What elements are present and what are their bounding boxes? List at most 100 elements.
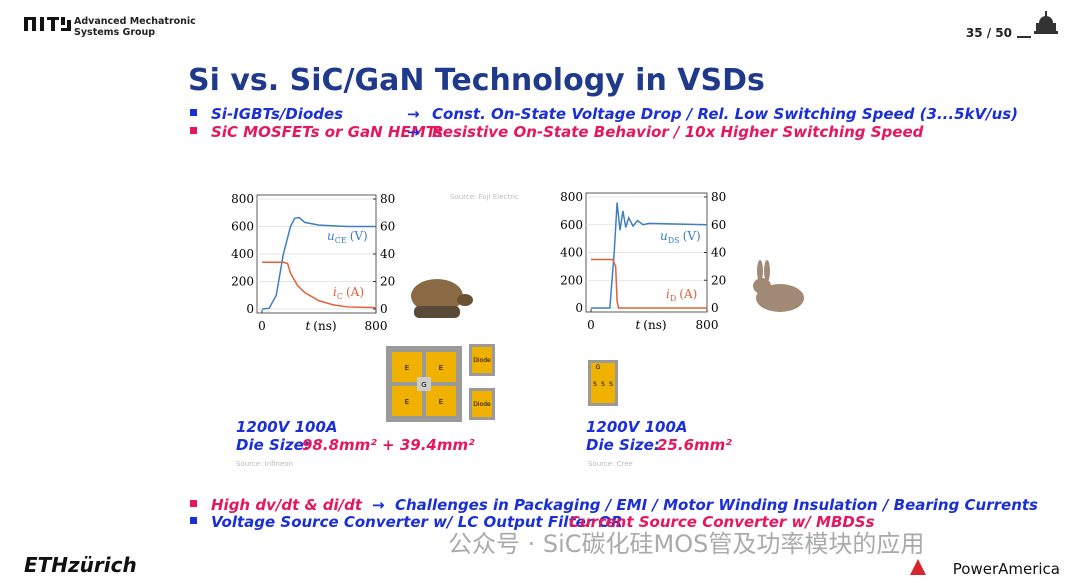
chip-sic: G S S S	[588, 360, 618, 406]
x-label-symbol: t	[635, 318, 640, 332]
y2-tick-label: 40	[711, 246, 726, 260]
series-label: uDS (V)	[660, 229, 701, 245]
bullet	[190, 109, 197, 116]
series-line	[261, 216, 376, 310]
bullet	[190, 127, 197, 134]
bullet-text: Resistive On-State Behavior / 10x Higher…	[432, 123, 924, 141]
label-unit: (A)	[679, 287, 697, 301]
bullet-text: Const. On-State Voltage Drop / Rel. Low …	[432, 105, 1018, 123]
die-value: 25.6mm²	[657, 436, 732, 454]
bullet-text: Challenges in Packaging / EMI / Motor Wi…	[395, 496, 1038, 514]
chip-label: E	[439, 398, 443, 406]
bullet-text: Voltage Source Converter w/ LC Output Fi…	[211, 513, 623, 531]
x-axis-label: t (ns)	[305, 319, 336, 333]
label-symbol: u	[660, 229, 668, 243]
x-label-symbol: t	[305, 319, 310, 333]
rabbit	[753, 260, 804, 312]
y-tick-label: 800	[560, 190, 583, 204]
chip-label: S	[609, 381, 613, 388]
y2-tick-label: 80	[711, 190, 726, 204]
x-axis-label: t (ns)	[635, 318, 666, 332]
label-unit: (V)	[350, 229, 368, 243]
label-symbol: i	[333, 285, 337, 299]
bullet	[190, 500, 197, 507]
series-label: iC (A)	[333, 285, 364, 301]
chip-label: G	[421, 381, 426, 389]
y2-tick-label: 0	[711, 301, 719, 315]
x-tick-label: 0	[587, 318, 595, 332]
label-unit: (V)	[683, 229, 701, 243]
arrow: →	[372, 496, 385, 514]
label-sub: DS	[668, 236, 680, 245]
series-line	[591, 258, 707, 309]
label-sub: C	[337, 292, 343, 301]
source: Source: Infineon	[236, 460, 293, 468]
source: Source: Fuji Electric	[450, 193, 519, 201]
rating: 1200V 100A	[586, 418, 688, 436]
y2-tick-label: 60	[380, 220, 395, 234]
label-sub: CE	[335, 236, 347, 245]
chip-label: E	[405, 398, 409, 406]
y2-tick-label: 60	[711, 218, 726, 232]
label-unit: (A)	[346, 285, 364, 299]
y-tick-label: 600	[560, 218, 583, 232]
x-tick-label: 0	[258, 319, 266, 333]
series-label: iD (A)	[666, 287, 697, 303]
group-name: Systems Group	[74, 27, 155, 38]
chip-label: S	[601, 381, 605, 388]
label-sub: D	[670, 294, 676, 303]
bullet-text: Current Source Converter w/ MBDSs	[569, 513, 875, 531]
bullet	[190, 517, 197, 524]
label-symbol: u	[327, 229, 335, 243]
die-label: Die Size:	[236, 436, 310, 454]
logo	[24, 17, 71, 31]
series-line	[591, 202, 708, 309]
series-label: uCE (V)	[327, 229, 368, 245]
y-tick-label: 800	[231, 192, 254, 206]
die-value: 98.8mm² + 39.4mm²	[302, 436, 475, 454]
series-line	[262, 261, 377, 309]
chip-label: E	[405, 364, 409, 372]
arrow: →	[407, 123, 420, 141]
group-name: Advanced Mechatronic	[74, 16, 196, 27]
y-tick-label: 200	[560, 273, 583, 287]
y-tick-label: 400	[231, 247, 254, 261]
bullet-text: Si-IGBTs/Diodes	[211, 105, 343, 123]
eth-logo: ETHzürich	[24, 553, 137, 577]
rating: 1200V 100A	[236, 418, 338, 436]
turtle	[411, 279, 473, 318]
die-label: Die Size:	[586, 436, 660, 454]
y2-tick-label: 80	[380, 192, 395, 206]
y2-tick-label: 0	[380, 302, 388, 316]
chip-label: Diode	[473, 357, 491, 364]
chip-label: Diode	[473, 401, 491, 408]
chip-module: E E G E E Diode Diode	[386, 344, 495, 422]
chip-label: S	[593, 381, 597, 388]
y-tick-label: 600	[231, 220, 254, 234]
chip-label: E	[439, 364, 443, 372]
y2-tick-label: 40	[380, 247, 395, 261]
slide-title: Si vs. SiC/GaN Technology in VSDs	[188, 63, 765, 98]
source: Source: Cree	[588, 460, 633, 468]
y2-tick-label: 20	[711, 273, 726, 287]
x-tick-label: 800	[365, 319, 388, 333]
y2-tick-label: 20	[380, 275, 395, 289]
y-tick-label: 400	[560, 246, 583, 260]
x-label-unit: (ns)	[643, 318, 666, 332]
x-label-unit: (ns)	[313, 319, 336, 333]
bullet-text: High dv/dt & di/dt	[211, 496, 363, 514]
arrow: →	[407, 105, 420, 123]
watermark: 公众号 · SiC碳化硅MOS管及功率模块的应用	[448, 530, 924, 558]
y-tick-label: 200	[231, 275, 254, 289]
page-number: 35 / 50	[966, 26, 1012, 40]
label-symbol: i	[666, 287, 670, 301]
y-tick-label: 0	[575, 301, 583, 315]
pa-logo-icon	[910, 559, 926, 575]
y-tick-label: 0	[246, 302, 254, 316]
capitol-icon	[1017, 11, 1058, 38]
bullet-text: SiC MOSFETs or GaN HEMTs	[211, 123, 443, 141]
pa-logo: PowerAmerica	[953, 560, 1060, 578]
chip-label: G	[596, 364, 601, 371]
